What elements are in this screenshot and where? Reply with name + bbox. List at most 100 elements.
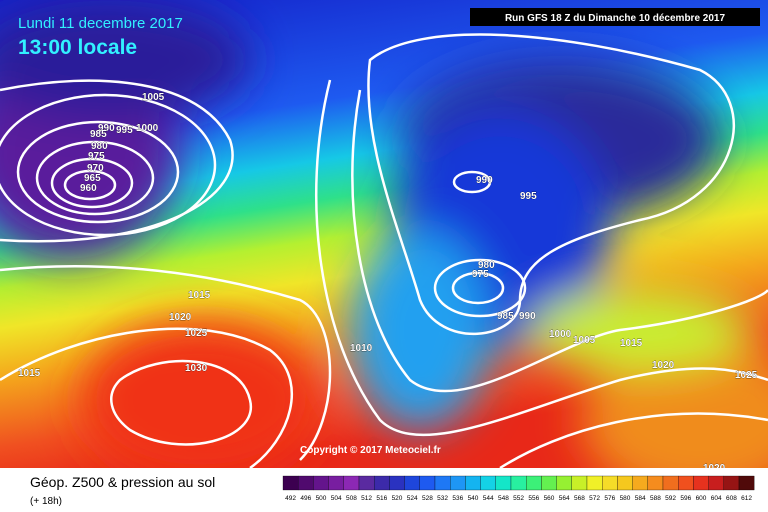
colorbar-label: 548 [498,495,509,502]
colorbar-swatch [602,475,618,491]
isobar-label: 1000 [136,123,159,134]
isobar-label: 990 [476,175,493,186]
colorbar-label: 536 [452,495,463,502]
colorbar-label: 600 [696,495,707,502]
colorbar-swatch [343,475,360,491]
colorbar-label: 552 [513,495,524,502]
colorbar-swatch [358,475,375,491]
colorbar-label: 584 [635,495,646,502]
isobar-label: 1025 [735,370,758,381]
colorbar-label: 512 [361,495,372,502]
colorbar-swatch [571,475,588,491]
colorbar-label: 508 [346,495,357,502]
isobar-label: 990 [519,311,536,322]
colorbar-swatch [465,475,481,491]
colorbar-swatch [374,475,390,491]
date: Lundi 11 decembre 2017 [18,15,183,32]
time: 13:00 locale [18,36,137,59]
colorbar-swatch [678,475,694,491]
colorbar-label: 568 [574,495,585,502]
colorbar-swatch [693,475,709,491]
colorbar-label: 572 [589,495,600,502]
colorbar-swatch [419,475,436,491]
colorbar-swatch [586,475,603,491]
isobar-label: 980 [478,260,495,271]
colorbar-label: 524 [407,495,418,502]
isobar-label: 970 [87,163,104,174]
colorbar-swatch [541,475,557,491]
lead-time: (+ 18h) [30,496,62,507]
colorbar-label: 604 [711,495,722,502]
field [0,0,768,500]
colorbar-swatch [480,475,496,491]
isobar-label: 965 [84,173,101,184]
colorbar-label: 608 [726,495,737,502]
isobar-label: 990 [98,123,115,134]
colorbar-label: 580 [620,495,631,502]
colorbar-swatch [647,475,664,491]
isobar-label: 1025 [185,328,208,339]
colorbar-swatch [389,475,405,491]
isobar-label: 1000 [549,329,572,340]
isobar-label: 980 [91,141,108,152]
colorbar-label: 596 [680,495,691,502]
isobar-label: 1015 [188,290,211,301]
isobar-label: 985 [497,311,514,322]
colorbar-swatch [526,475,542,491]
footer-title: Géop. Z500 & pression au sol [30,474,215,490]
colorbar-swatch [495,475,512,491]
colorbar-label: 564 [559,495,570,502]
colorbar-label: 492 [285,495,296,502]
isobar-label: 975 [88,151,105,162]
colorbar-swatch [450,475,466,491]
isobar-label: 1020 [169,312,192,323]
isobars [0,33,768,470]
isobar-label: 1005 [142,92,165,103]
colorbar-label: 612 [741,495,752,502]
colorbar-label: 592 [665,495,676,502]
colorbar-label: 556 [528,495,539,502]
isobar-label: 995 [520,191,537,202]
isobar-label: 1030 [185,363,208,374]
colorbar-label: 560 [544,495,555,502]
run-box [470,8,760,26]
colorbar-label: 532 [437,495,448,502]
colorbar-label: 520 [392,495,403,502]
colorbar-swatch [738,475,755,491]
colorbar-swatch [434,475,451,491]
isobar-label: 1020 [652,360,675,371]
colorbar-label: 500 [316,495,327,502]
colorbar-swatch [617,475,633,491]
colorbar-swatch [510,475,527,491]
colorbar-label: 516 [376,495,387,502]
isobar-label: 1015 [18,368,41,379]
colorbar-label: 496 [300,495,311,502]
colorbar-swatch [708,475,724,491]
colorbar-swatch [404,475,420,491]
colorbar-label: 544 [483,495,494,502]
isobar-label: 975 [472,269,489,280]
isobar-label: 1015 [620,338,643,349]
isobar-label: 1010 [350,343,373,354]
colorbar-swatch [298,475,314,491]
colorbar-label: 588 [650,495,661,502]
isobar-label: 985 [90,129,107,140]
copyright: Copyright © 2017 Meteociel.fr [300,445,441,456]
colorbar-swatch [632,475,648,491]
run-label: Run GFS 18 Z du Dimanche 10 décembre 201… [505,13,726,24]
isobar-label: 995 [116,125,133,136]
colorbar: 492 496 500 504 508 512 516 520 524 528 532 536 540 5… [282,475,755,502]
colorbar-swatch [313,475,329,491]
colorbar-swatch [556,475,572,491]
colorbar-swatch [282,475,299,491]
colorbar-swatch [662,475,679,491]
isobar-label: 1005 [573,335,596,346]
colorbar-label: 528 [422,495,433,502]
colorbar-label: 504 [331,495,342,502]
colorbar-label: 576 [604,495,615,502]
isobar-label: 960 [80,183,97,194]
colorbar-label: 540 [468,495,479,502]
colorbar-swatch [328,475,344,491]
